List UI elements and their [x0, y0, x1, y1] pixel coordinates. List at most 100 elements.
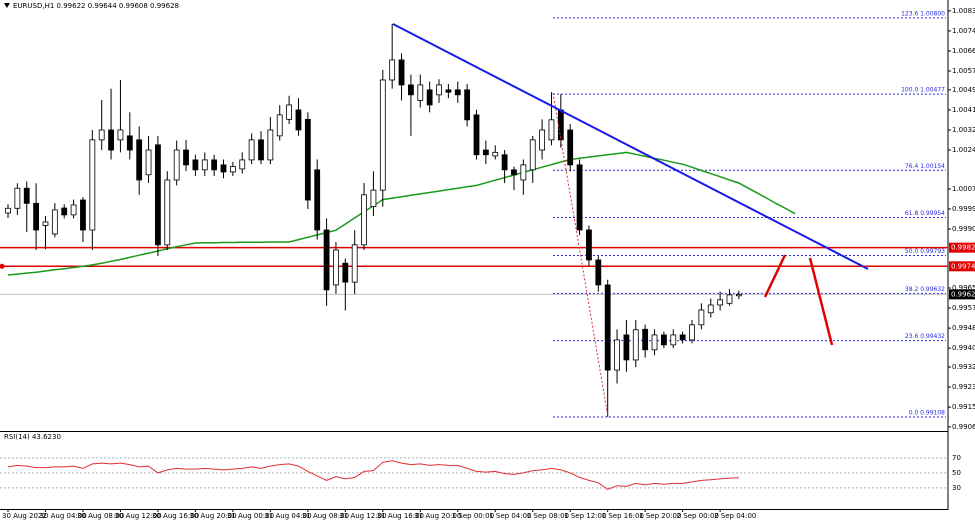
- candle-body: [173, 149, 180, 181]
- candle-body: [511, 169, 517, 176]
- candle-body: [370, 189, 377, 208]
- candle-body: [408, 84, 414, 96]
- fib-label: 100.0 1.00477: [901, 87, 945, 94]
- rsi-tick-label: 70: [952, 454, 961, 462]
- candle-body: [379, 79, 386, 191]
- candle-body: [361, 194, 367, 246]
- y-tick-label: 1.00745: [952, 27, 975, 35]
- candle-body: [539, 129, 545, 151]
- candle-body: [726, 294, 733, 304]
- candle-body: [717, 299, 724, 306]
- fib-label: 0.0 0.99108: [909, 410, 945, 417]
- candle-body: [454, 89, 461, 96]
- x-tick-label: 1 Sep 00:00: [452, 512, 494, 520]
- y-tick-label: 1.00495: [952, 86, 975, 94]
- candle-body: [689, 324, 695, 341]
- candle-body: [389, 59, 396, 81]
- x-tick-label: 31 Aug 08:00: [302, 512, 349, 520]
- fib-label: 38.2 0.99632: [905, 286, 945, 293]
- candle-body: [51, 209, 58, 235]
- candle-body: [492, 151, 499, 157]
- candle-body: [595, 259, 602, 286]
- candle-body: [735, 293, 742, 297]
- candle-body: [501, 154, 508, 171]
- candle-body: [342, 262, 349, 283]
- candle-body: [258, 139, 264, 161]
- candle-body: [220, 164, 227, 173]
- candle-body: [417, 84, 424, 101]
- moving-average: [7, 151, 796, 276]
- x-tick-label: 2 Sep 00:00: [677, 512, 719, 520]
- candle-body: [445, 89, 452, 93]
- candle-body: [136, 139, 143, 181]
- candle-body: [286, 104, 293, 120]
- rsi-line: [7, 460, 739, 490]
- candle-body: [145, 149, 152, 176]
- y-tick-label: 1.00240: [952, 146, 975, 154]
- candle-body: [267, 129, 274, 161]
- x-tick-label: 31 Aug 04:00: [264, 512, 311, 520]
- y-tick-label: 0.99066: [952, 423, 975, 431]
- fib-label: 50.0 0.99793: [905, 248, 945, 255]
- x-tick-label: 31 Aug 20:00: [414, 512, 461, 520]
- candle-body: [126, 135, 133, 151]
- x-tick-label: 31 Aug 12:00: [339, 512, 386, 520]
- candle-body: [295, 109, 302, 131]
- fib-label: 23.6 0.99432: [905, 333, 945, 340]
- candle-body: [398, 59, 405, 86]
- y-tick-label: 1.00830: [952, 7, 975, 15]
- candle-body: [201, 159, 208, 171]
- rsi-label: RSI(14) 43.6230: [4, 433, 61, 441]
- candle-body: [164, 179, 171, 246]
- candle-body: [304, 118, 311, 201]
- candle-body: [155, 144, 161, 246]
- candle-body: [473, 114, 480, 156]
- x-tick-label: 30 Aug 20:00: [189, 512, 236, 520]
- candle-body: [698, 309, 705, 326]
- rsi-tick-label: 30: [952, 484, 961, 492]
- candle-body: [314, 169, 321, 231]
- y-tick-label: 0.99905: [952, 225, 975, 233]
- candle-body: [351, 244, 358, 283]
- header: EURUSD,H1 0.99622 0.99644 0.99608 0.9962…: [13, 2, 179, 10]
- x-tick-label: 2 Sep 04:00: [714, 512, 756, 520]
- price-tag: [949, 242, 975, 253]
- x-tick-label: 30 Aug 12:00: [114, 512, 161, 520]
- candle-body: [183, 149, 189, 166]
- y-tick-label: 1.00575: [952, 67, 975, 75]
- candle-body: [248, 139, 255, 161]
- fib-label: 123.6 1.00800: [901, 10, 945, 17]
- y-tick-label: 1.00075: [952, 185, 975, 193]
- price-tag-label: 0.99747: [951, 262, 975, 270]
- x-tick-label: 1 Sep 12:00: [564, 512, 606, 520]
- candle-body: [707, 304, 714, 314]
- candle-body: [529, 139, 536, 171]
- arrow-up: [763, 254, 787, 298]
- y-tick-label: 0.99235: [952, 383, 975, 391]
- x-tick-label: 30 Aug 08:00: [77, 512, 124, 520]
- y-tick-label: 1.00325: [952, 126, 975, 134]
- candle-body: [557, 109, 564, 141]
- candle-body: [229, 166, 236, 173]
- x-tick-label: 31 Aug 00:00: [227, 512, 274, 520]
- candle-body: [651, 334, 658, 351]
- layers: 1.00830 1.00745 1.00660 1.00575 1.00495 1.004…: [0, 7, 975, 520]
- candle-body: [567, 129, 574, 166]
- candle-body: [239, 159, 246, 170]
- candle-body: [548, 119, 555, 141]
- candle-body: [464, 89, 471, 121]
- x-tick-label: 1 Sep 08:00: [527, 512, 569, 520]
- candle-body: [426, 89, 433, 106]
- y-tick-label: 0.99485: [952, 324, 975, 332]
- candle-body: [482, 149, 489, 156]
- candle-body: [670, 334, 677, 346]
- x-tick-label: 31 Aug 16:00: [377, 512, 424, 520]
- candle-body: [70, 204, 77, 216]
- candle-body: [614, 339, 620, 371]
